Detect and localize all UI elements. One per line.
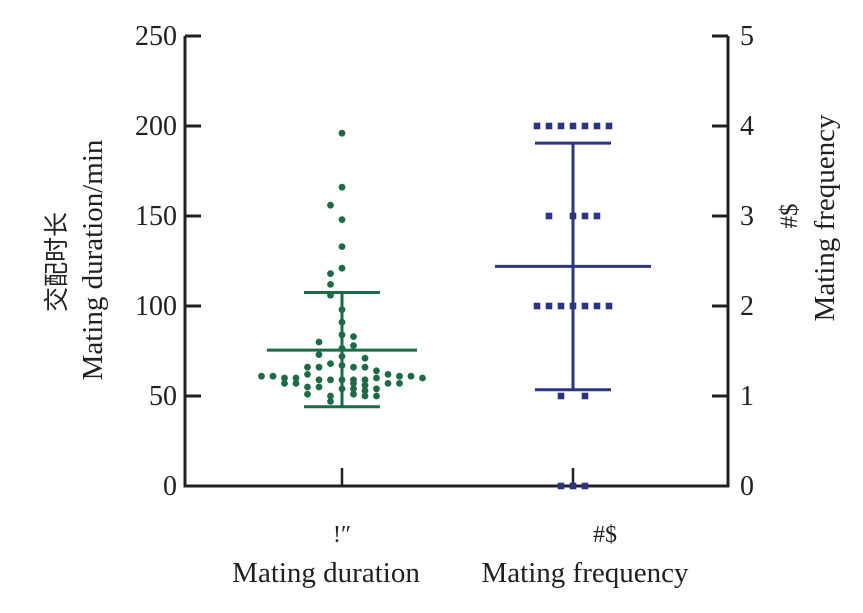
right-tick-label: 4 bbox=[740, 111, 754, 142]
data-point bbox=[533, 122, 541, 130]
right-tick-label: 1 bbox=[740, 381, 754, 412]
right-axis-title-cn: #$ bbox=[776, 204, 803, 229]
data-point bbox=[569, 122, 577, 130]
data-point bbox=[350, 390, 357, 398]
data-point bbox=[304, 363, 311, 371]
left-axis-title: Mating duration/min bbox=[77, 139, 109, 380]
right-tick-label: 0 bbox=[740, 471, 754, 502]
data-point bbox=[304, 390, 311, 398]
data-point bbox=[338, 129, 346, 137]
data-point bbox=[384, 371, 392, 378]
data-point bbox=[315, 363, 323, 371]
data-point bbox=[350, 333, 357, 340]
data-point bbox=[361, 381, 369, 389]
data-point bbox=[373, 367, 380, 375]
data-point bbox=[315, 338, 323, 346]
data-point bbox=[350, 363, 357, 371]
data-point bbox=[545, 122, 553, 130]
data-point bbox=[605, 122, 613, 130]
data-point bbox=[304, 383, 311, 391]
left-tick-label: 0 bbox=[163, 471, 177, 502]
data-point bbox=[315, 351, 323, 358]
data-point bbox=[581, 302, 589, 310]
data-point bbox=[304, 371, 311, 378]
data-point bbox=[315, 376, 323, 384]
series-1 bbox=[495, 122, 651, 490]
data-point bbox=[350, 380, 357, 387]
data-point bbox=[593, 302, 601, 310]
data-point bbox=[292, 374, 300, 382]
data-point bbox=[373, 385, 380, 393]
data-point bbox=[557, 482, 565, 490]
data-point bbox=[373, 392, 380, 400]
data-point bbox=[396, 372, 403, 380]
data-point bbox=[361, 387, 369, 394]
data-point bbox=[384, 380, 392, 387]
data-point bbox=[557, 392, 565, 400]
right-tick-label: 2 bbox=[740, 291, 754, 322]
data-point bbox=[593, 212, 601, 220]
data-point bbox=[605, 302, 613, 310]
data-point bbox=[557, 122, 565, 130]
right-tick-label: 3 bbox=[740, 201, 754, 232]
marks bbox=[258, 122, 651, 490]
data-point bbox=[327, 392, 334, 400]
data-point bbox=[258, 372, 265, 380]
category-label-0: Mating duration bbox=[232, 557, 420, 589]
data-point bbox=[581, 392, 589, 400]
axes: 0 50 100 150 200 250 0 1 2 3 4 5 bbox=[135, 21, 754, 502]
series-0 bbox=[258, 129, 426, 409]
data-point bbox=[327, 398, 334, 405]
data-point bbox=[419, 374, 426, 382]
data-point bbox=[581, 482, 589, 490]
right-tick-label: 5 bbox=[740, 21, 754, 52]
data-point bbox=[338, 243, 346, 251]
data-point bbox=[315, 383, 323, 391]
category-label-1: Mating frequency bbox=[482, 557, 689, 589]
data-point bbox=[373, 374, 380, 382]
data-point bbox=[361, 392, 369, 400]
data-point bbox=[327, 281, 334, 288]
data-point bbox=[569, 482, 577, 490]
data-point bbox=[361, 363, 369, 371]
category-label-cn-0: !″ bbox=[333, 522, 351, 548]
data-point bbox=[327, 270, 334, 277]
data-point bbox=[396, 380, 403, 387]
data-point bbox=[545, 302, 553, 310]
data-point bbox=[338, 264, 346, 272]
data-point bbox=[533, 302, 541, 310]
data-point bbox=[361, 376, 369, 384]
right-axis-title: Mating frequency bbox=[809, 114, 841, 321]
left-tick-label: 200 bbox=[135, 111, 177, 142]
left-tick-label: 100 bbox=[135, 291, 177, 322]
data-point bbox=[350, 385, 357, 393]
data-point bbox=[338, 183, 346, 191]
left-tick-label: 150 bbox=[135, 201, 177, 232]
data-point bbox=[350, 342, 357, 349]
data-point bbox=[281, 380, 288, 387]
left-tick-label: 250 bbox=[135, 21, 177, 52]
data-point bbox=[327, 360, 334, 367]
data-point bbox=[327, 376, 334, 384]
data-point bbox=[581, 212, 589, 220]
data-point bbox=[593, 122, 601, 130]
data-point bbox=[581, 122, 589, 130]
data-point bbox=[292, 380, 300, 387]
data-point bbox=[338, 216, 346, 224]
data-point bbox=[361, 354, 369, 362]
left-axis-title-cn: 交配时长 bbox=[42, 212, 71, 312]
data-point bbox=[557, 302, 565, 310]
data-point bbox=[269, 372, 277, 380]
category-label-cn-1: #$ bbox=[593, 522, 617, 548]
data-point bbox=[327, 201, 334, 209]
data-point bbox=[545, 212, 553, 220]
data-point bbox=[407, 372, 415, 380]
left-tick-label: 50 bbox=[149, 381, 177, 412]
data-point bbox=[281, 374, 288, 382]
